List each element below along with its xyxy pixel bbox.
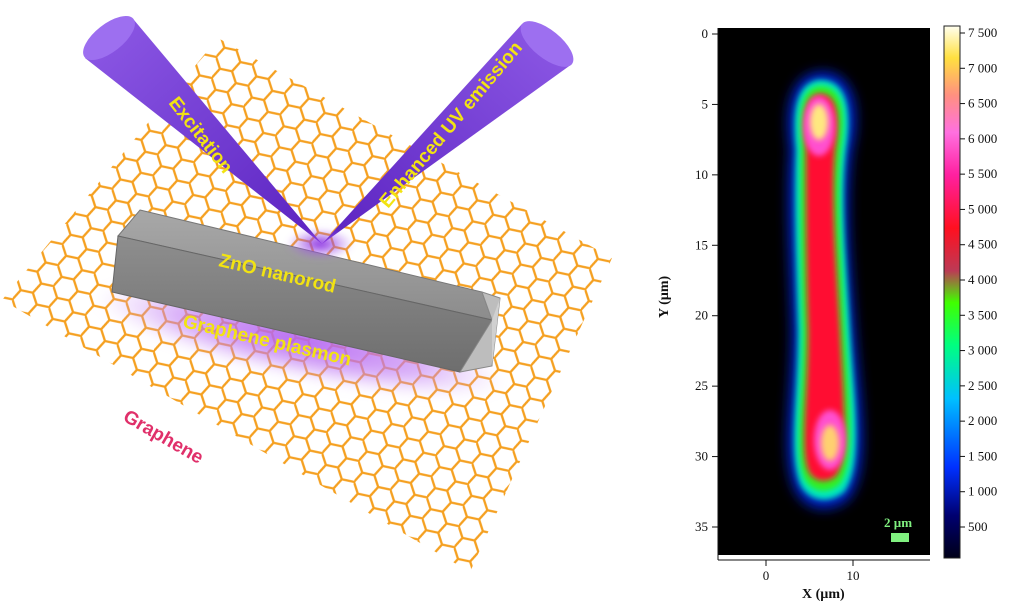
pl-map-panel: 2 µm 0 5 10 15 20 25 30 35 0 10 Y (µm) X (µm) 7 … bbox=[657, 25, 997, 602]
scale-bar-label: 2 µm bbox=[884, 515, 912, 530]
y-tick-label: 5 bbox=[702, 96, 709, 111]
nanorod-end-face bbox=[458, 291, 501, 373]
map-hotspot-bottom-core bbox=[821, 425, 839, 461]
colorbar-tick-label: 6 500 bbox=[968, 96, 997, 111]
x-tick-label: 10 bbox=[847, 568, 860, 583]
excitation-spot bbox=[286, 228, 354, 260]
y-tick-label: 30 bbox=[695, 449, 708, 464]
colorbar-tick-label: 4 000 bbox=[968, 272, 997, 287]
y-tick-label: 35 bbox=[695, 519, 708, 534]
colorbar-tick-label: 1 500 bbox=[968, 448, 997, 463]
y-tick-label: 20 bbox=[695, 308, 708, 323]
colorbar-tick-label: 5 000 bbox=[968, 201, 997, 216]
colorbar bbox=[943, 25, 961, 559]
excitation-beam bbox=[85, 20, 322, 244]
colorbar-tick-label: 3 000 bbox=[968, 343, 997, 358]
y-tick-label: 10 bbox=[695, 167, 708, 182]
colorbar-tick-label: 2 000 bbox=[968, 413, 997, 428]
label-graphene: Graphene bbox=[120, 406, 207, 469]
x-axis-ticks: 0 10 bbox=[763, 560, 860, 583]
emission-beam bbox=[322, 24, 572, 244]
y-axis-ticks: 0 5 10 15 20 25 30 35 bbox=[695, 26, 718, 534]
y-tick-label: 0 bbox=[702, 26, 709, 41]
colorbar-tick-label: 500 bbox=[968, 519, 988, 534]
x-axis-title: X (µm) bbox=[802, 587, 845, 602]
colorbar-tick-label: 5 500 bbox=[968, 166, 997, 181]
colorbar-tick-label: 7 000 bbox=[968, 60, 997, 75]
colorbar-tick-label: 4 500 bbox=[968, 237, 997, 252]
excitation-beam-cap bbox=[83, 15, 135, 61]
colorbar-tick-label: 7 500 bbox=[968, 25, 997, 40]
emission-beam-cap bbox=[520, 21, 574, 67]
y-axis-title: Y (µm) bbox=[657, 276, 672, 318]
map-intensity-image bbox=[787, 71, 863, 509]
map-red-core bbox=[804, 93, 845, 481]
y-tick-label: 15 bbox=[695, 237, 708, 252]
colorbar-ticks: 7 500 7 000 6 500 6 000 5 500 5 000 4 500 4 000… bbox=[960, 25, 997, 534]
nanorod-end-face-light bbox=[492, 298, 500, 366]
x-tick-label: 0 bbox=[763, 568, 770, 583]
colorbar-tick-label: 1 000 bbox=[968, 484, 997, 499]
y-tick-label: 25 bbox=[695, 378, 708, 393]
colorbar-tick-label: 2 500 bbox=[968, 378, 997, 393]
scale-bar bbox=[891, 533, 909, 542]
zno-nanorod bbox=[111, 209, 501, 373]
map-hotspot-top-core bbox=[810, 104, 828, 140]
colorbar-tick-label: 3 500 bbox=[968, 307, 997, 322]
schematic-panel: Excitation Enhanced UV emission ZnO nano… bbox=[2, 15, 612, 572]
colorbar-tick-label: 6 000 bbox=[968, 131, 997, 146]
